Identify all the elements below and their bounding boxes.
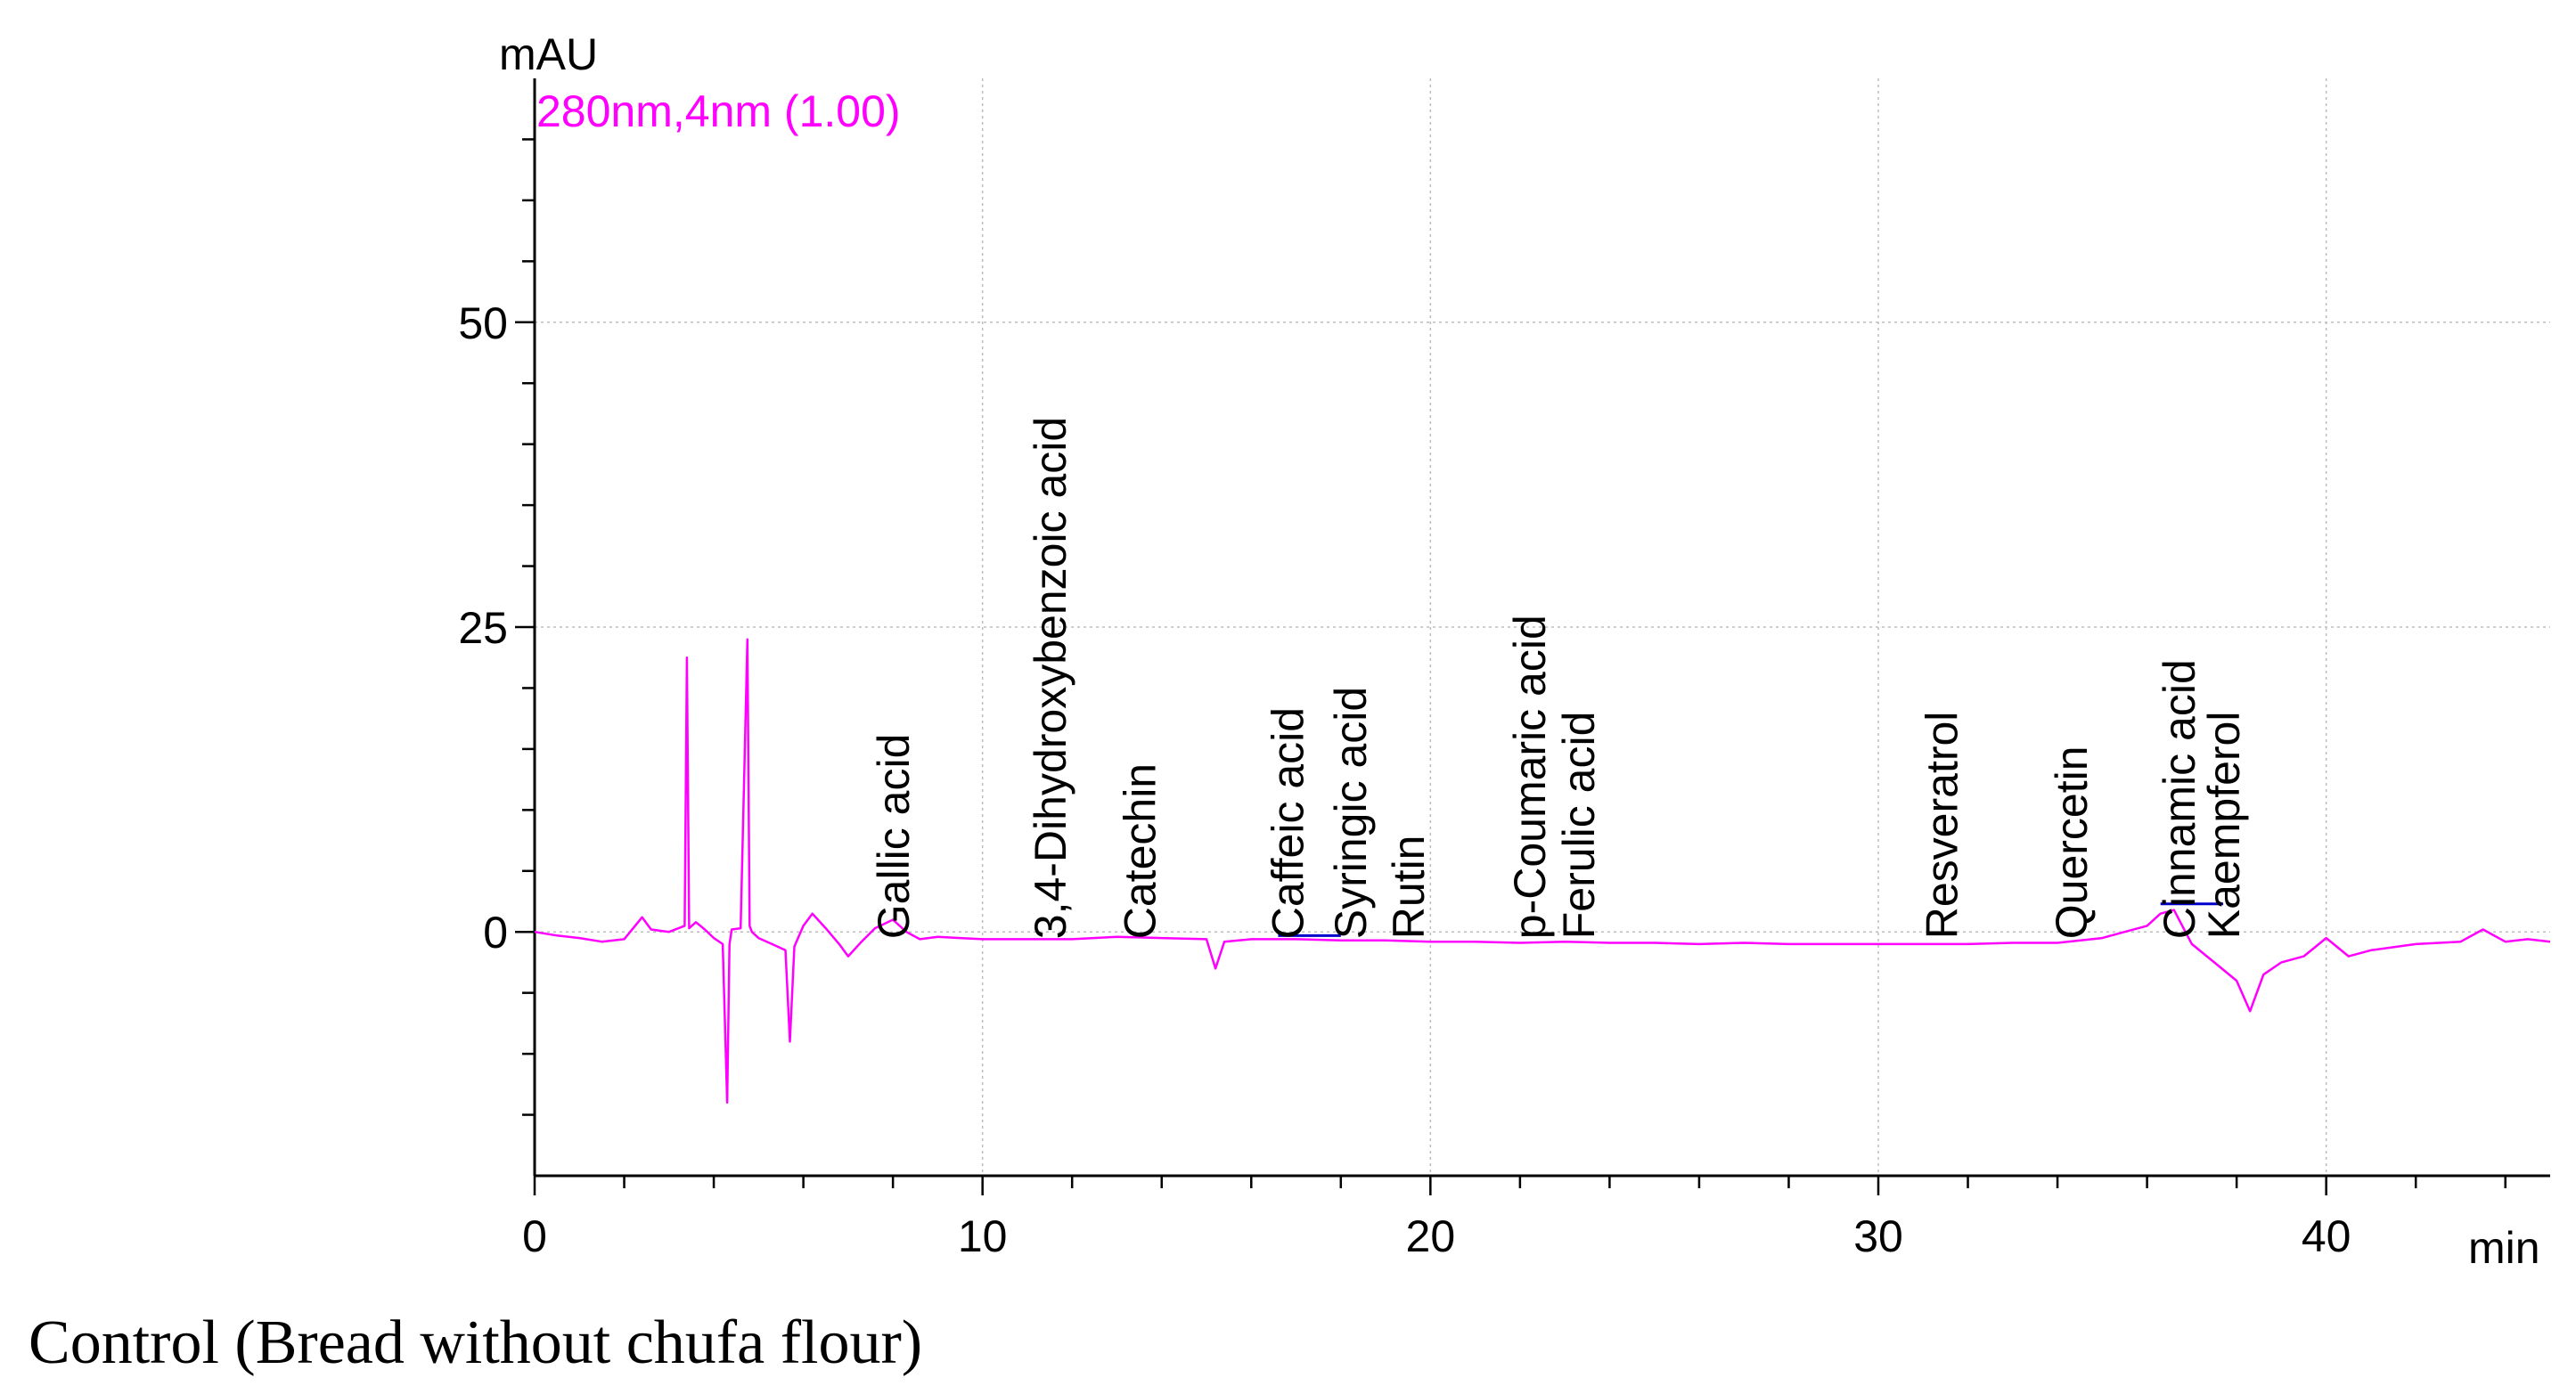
y-tick-label: 25 <box>458 603 508 653</box>
peak-label: Ferulic acid <box>1554 712 1604 940</box>
x-tick-label: 30 <box>1853 1211 1903 1261</box>
peak-label: Syringic acid <box>1326 687 1376 939</box>
peak-label: Gallic acid <box>869 734 919 940</box>
y-tick-label: 50 <box>458 298 508 348</box>
series-group <box>534 638 2551 1105</box>
minor-ticks <box>515 138 2506 1195</box>
peak-label: Cinnamic acid <box>2155 659 2204 939</box>
baselines <box>1278 902 2224 937</box>
x-tick-label: 40 <box>2302 1211 2351 1261</box>
peak-label: Caffeic acid <box>1263 707 1313 939</box>
series-line <box>534 638 2551 1105</box>
chart-caption: Control (Bread without chufa flour) <box>29 1308 922 1377</box>
x-axis-unit: min <box>2468 1223 2540 1273</box>
y-tick-labels: 0 25 50 <box>458 298 508 958</box>
y-axis-unit: mAU <box>499 29 598 79</box>
peak-labels: Gallic acid 3,4-Dihydroxybenzoic acid Cate… <box>869 417 2249 939</box>
channel-label: 280nm,4nm (1.00) <box>536 86 901 136</box>
grid-lines <box>535 78 2550 1176</box>
x-tick-labels: 0 10 20 30 40 <box>522 1211 2351 1261</box>
x-tick-label: 20 <box>1406 1211 1456 1261</box>
peak-label: 3,4-Dihydroxybenzoic acid <box>1026 417 1075 939</box>
peak-label: Catechin <box>1116 763 1165 939</box>
peak-label: p-Coumaric acid <box>1505 615 1555 939</box>
peak-label: Rutin <box>1384 835 1434 939</box>
peak-label: Resveratrol <box>1917 712 1967 940</box>
peak-label: Kaempferol <box>2199 712 2249 940</box>
peak-label: Quercetin <box>2047 746 2097 939</box>
x-tick-label: 10 <box>958 1211 1008 1261</box>
y-tick-label: 0 <box>483 908 508 958</box>
x-tick-label: 0 <box>522 1211 547 1261</box>
